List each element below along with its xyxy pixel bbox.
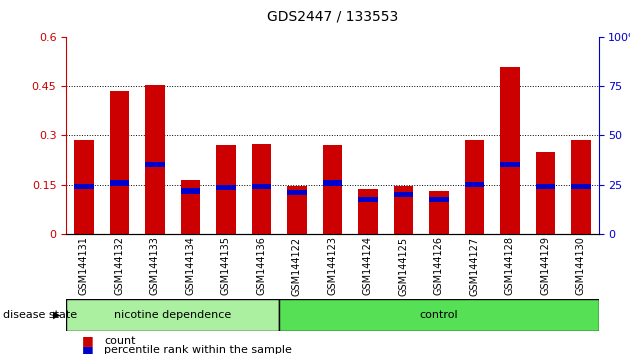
Text: control: control: [420, 310, 458, 320]
Bar: [323, 145, 342, 234]
Text: count: count: [104, 336, 135, 346]
Bar: [358, 189, 377, 234]
Bar: [145, 85, 164, 234]
Bar: [536, 183, 555, 189]
Text: ■: ■: [82, 344, 94, 354]
Bar: [464, 140, 484, 234]
Bar: [279, 299, 598, 331]
Bar: [571, 183, 590, 189]
Text: disease state: disease state: [3, 310, 77, 320]
Bar: [394, 186, 413, 234]
Bar: [110, 91, 129, 234]
Bar: [287, 190, 307, 195]
Text: GDS2447 / 133553: GDS2447 / 133553: [266, 9, 398, 23]
Bar: [394, 192, 413, 197]
Bar: [110, 180, 129, 185]
Bar: [74, 183, 94, 189]
Bar: [287, 186, 307, 234]
Bar: [181, 188, 200, 194]
Bar: [145, 162, 164, 167]
Bar: [464, 182, 484, 187]
Bar: [216, 145, 236, 234]
Bar: [358, 196, 377, 202]
Bar: [429, 191, 449, 234]
Bar: [74, 140, 94, 234]
Text: percentile rank within the sample: percentile rank within the sample: [104, 345, 292, 354]
Text: ■: ■: [82, 334, 94, 347]
Bar: [323, 180, 342, 185]
Bar: [536, 152, 555, 234]
Bar: [500, 162, 520, 167]
Text: ▶: ▶: [53, 310, 60, 320]
Bar: [251, 183, 271, 189]
Bar: [216, 185, 236, 190]
Bar: [429, 196, 449, 202]
Bar: [66, 299, 279, 331]
Bar: [251, 144, 271, 234]
Bar: [181, 179, 200, 234]
Text: nicotine dependence: nicotine dependence: [114, 310, 231, 320]
Bar: [571, 140, 590, 234]
Bar: [500, 67, 520, 234]
